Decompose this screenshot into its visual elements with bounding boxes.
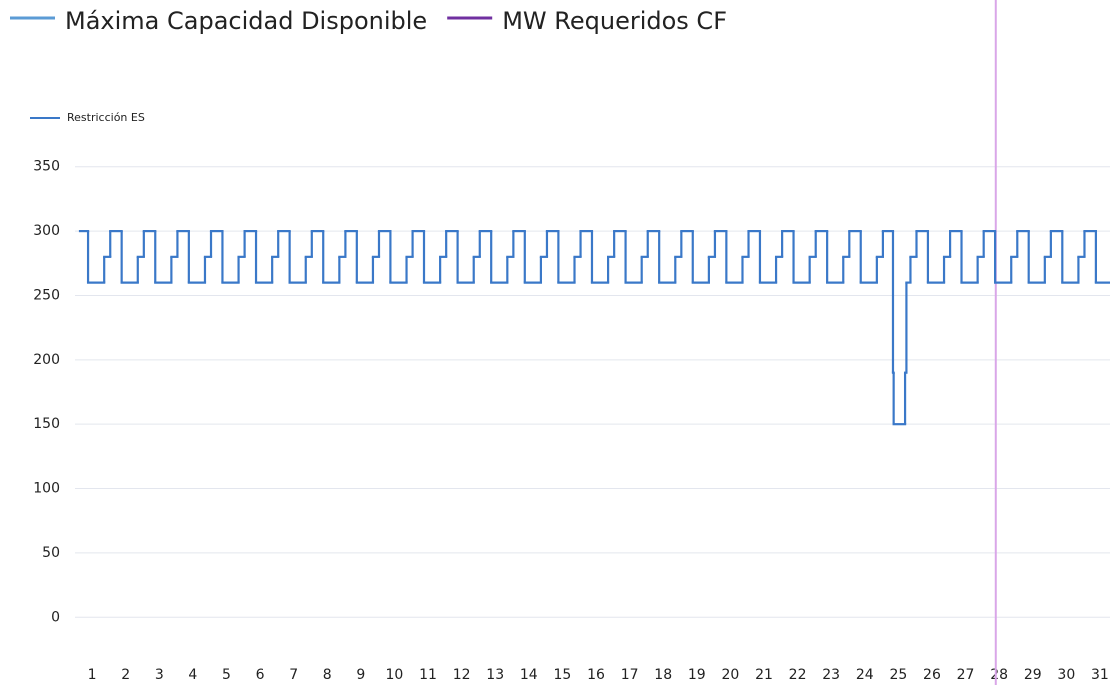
x-tick-label: 3 <box>155 667 164 683</box>
y-tick-label: 250 <box>33 287 60 303</box>
x-tick-label: 21 <box>755 667 773 683</box>
x-tick-label: 23 <box>822 667 840 683</box>
x-tick-label: 29 <box>1024 667 1042 683</box>
x-tick-label: 2 <box>121 667 130 683</box>
x-tick-label: 20 <box>721 667 739 683</box>
y-tick-label: 150 <box>33 416 60 432</box>
x-tick-label: 8 <box>323 667 332 683</box>
y-tick-label: 100 <box>33 481 60 497</box>
legend-label: MW Requeridos CF <box>502 7 727 35</box>
x-tick-label: 10 <box>386 667 404 683</box>
x-tick-label: 17 <box>621 667 639 683</box>
legend-label: Máxima Capacidad Disponible <box>65 7 427 35</box>
y-tick-label: 200 <box>33 352 60 368</box>
x-tick-label: 26 <box>923 667 941 683</box>
x-tick-label: 27 <box>957 667 975 683</box>
x-tick-label: 24 <box>856 667 874 683</box>
x-tick-label: 7 <box>289 667 298 683</box>
x-tick-label: 19 <box>688 667 706 683</box>
x-tick-label: 1 <box>88 667 97 683</box>
y-tick-label: 50 <box>42 545 60 561</box>
x-tick-label: 4 <box>188 667 197 683</box>
x-tick-label: 6 <box>256 667 265 683</box>
x-tick-label: 12 <box>453 667 471 683</box>
y-tick-label: 0 <box>51 609 60 625</box>
x-tick-label: 31 <box>1091 667 1109 683</box>
x-tick-label: 16 <box>587 667 605 683</box>
x-tick-label: 25 <box>889 667 907 683</box>
y-tick-label: 300 <box>33 223 60 239</box>
x-tick-label: 28 <box>990 667 1008 683</box>
x-tick-label: 5 <box>222 667 231 683</box>
x-tick-label: 11 <box>419 667 437 683</box>
y-tick-label: 350 <box>33 159 60 175</box>
x-tick-label: 9 <box>356 667 365 683</box>
x-tick-label: 14 <box>520 667 538 683</box>
x-tick-label: 22 <box>789 667 807 683</box>
x-tick-label: 15 <box>553 667 571 683</box>
x-tick-label: 13 <box>486 667 504 683</box>
x-tick-label: 18 <box>654 667 672 683</box>
x-tick-label: 30 <box>1057 667 1075 683</box>
legend-label: Restricción ES <box>67 111 145 124</box>
